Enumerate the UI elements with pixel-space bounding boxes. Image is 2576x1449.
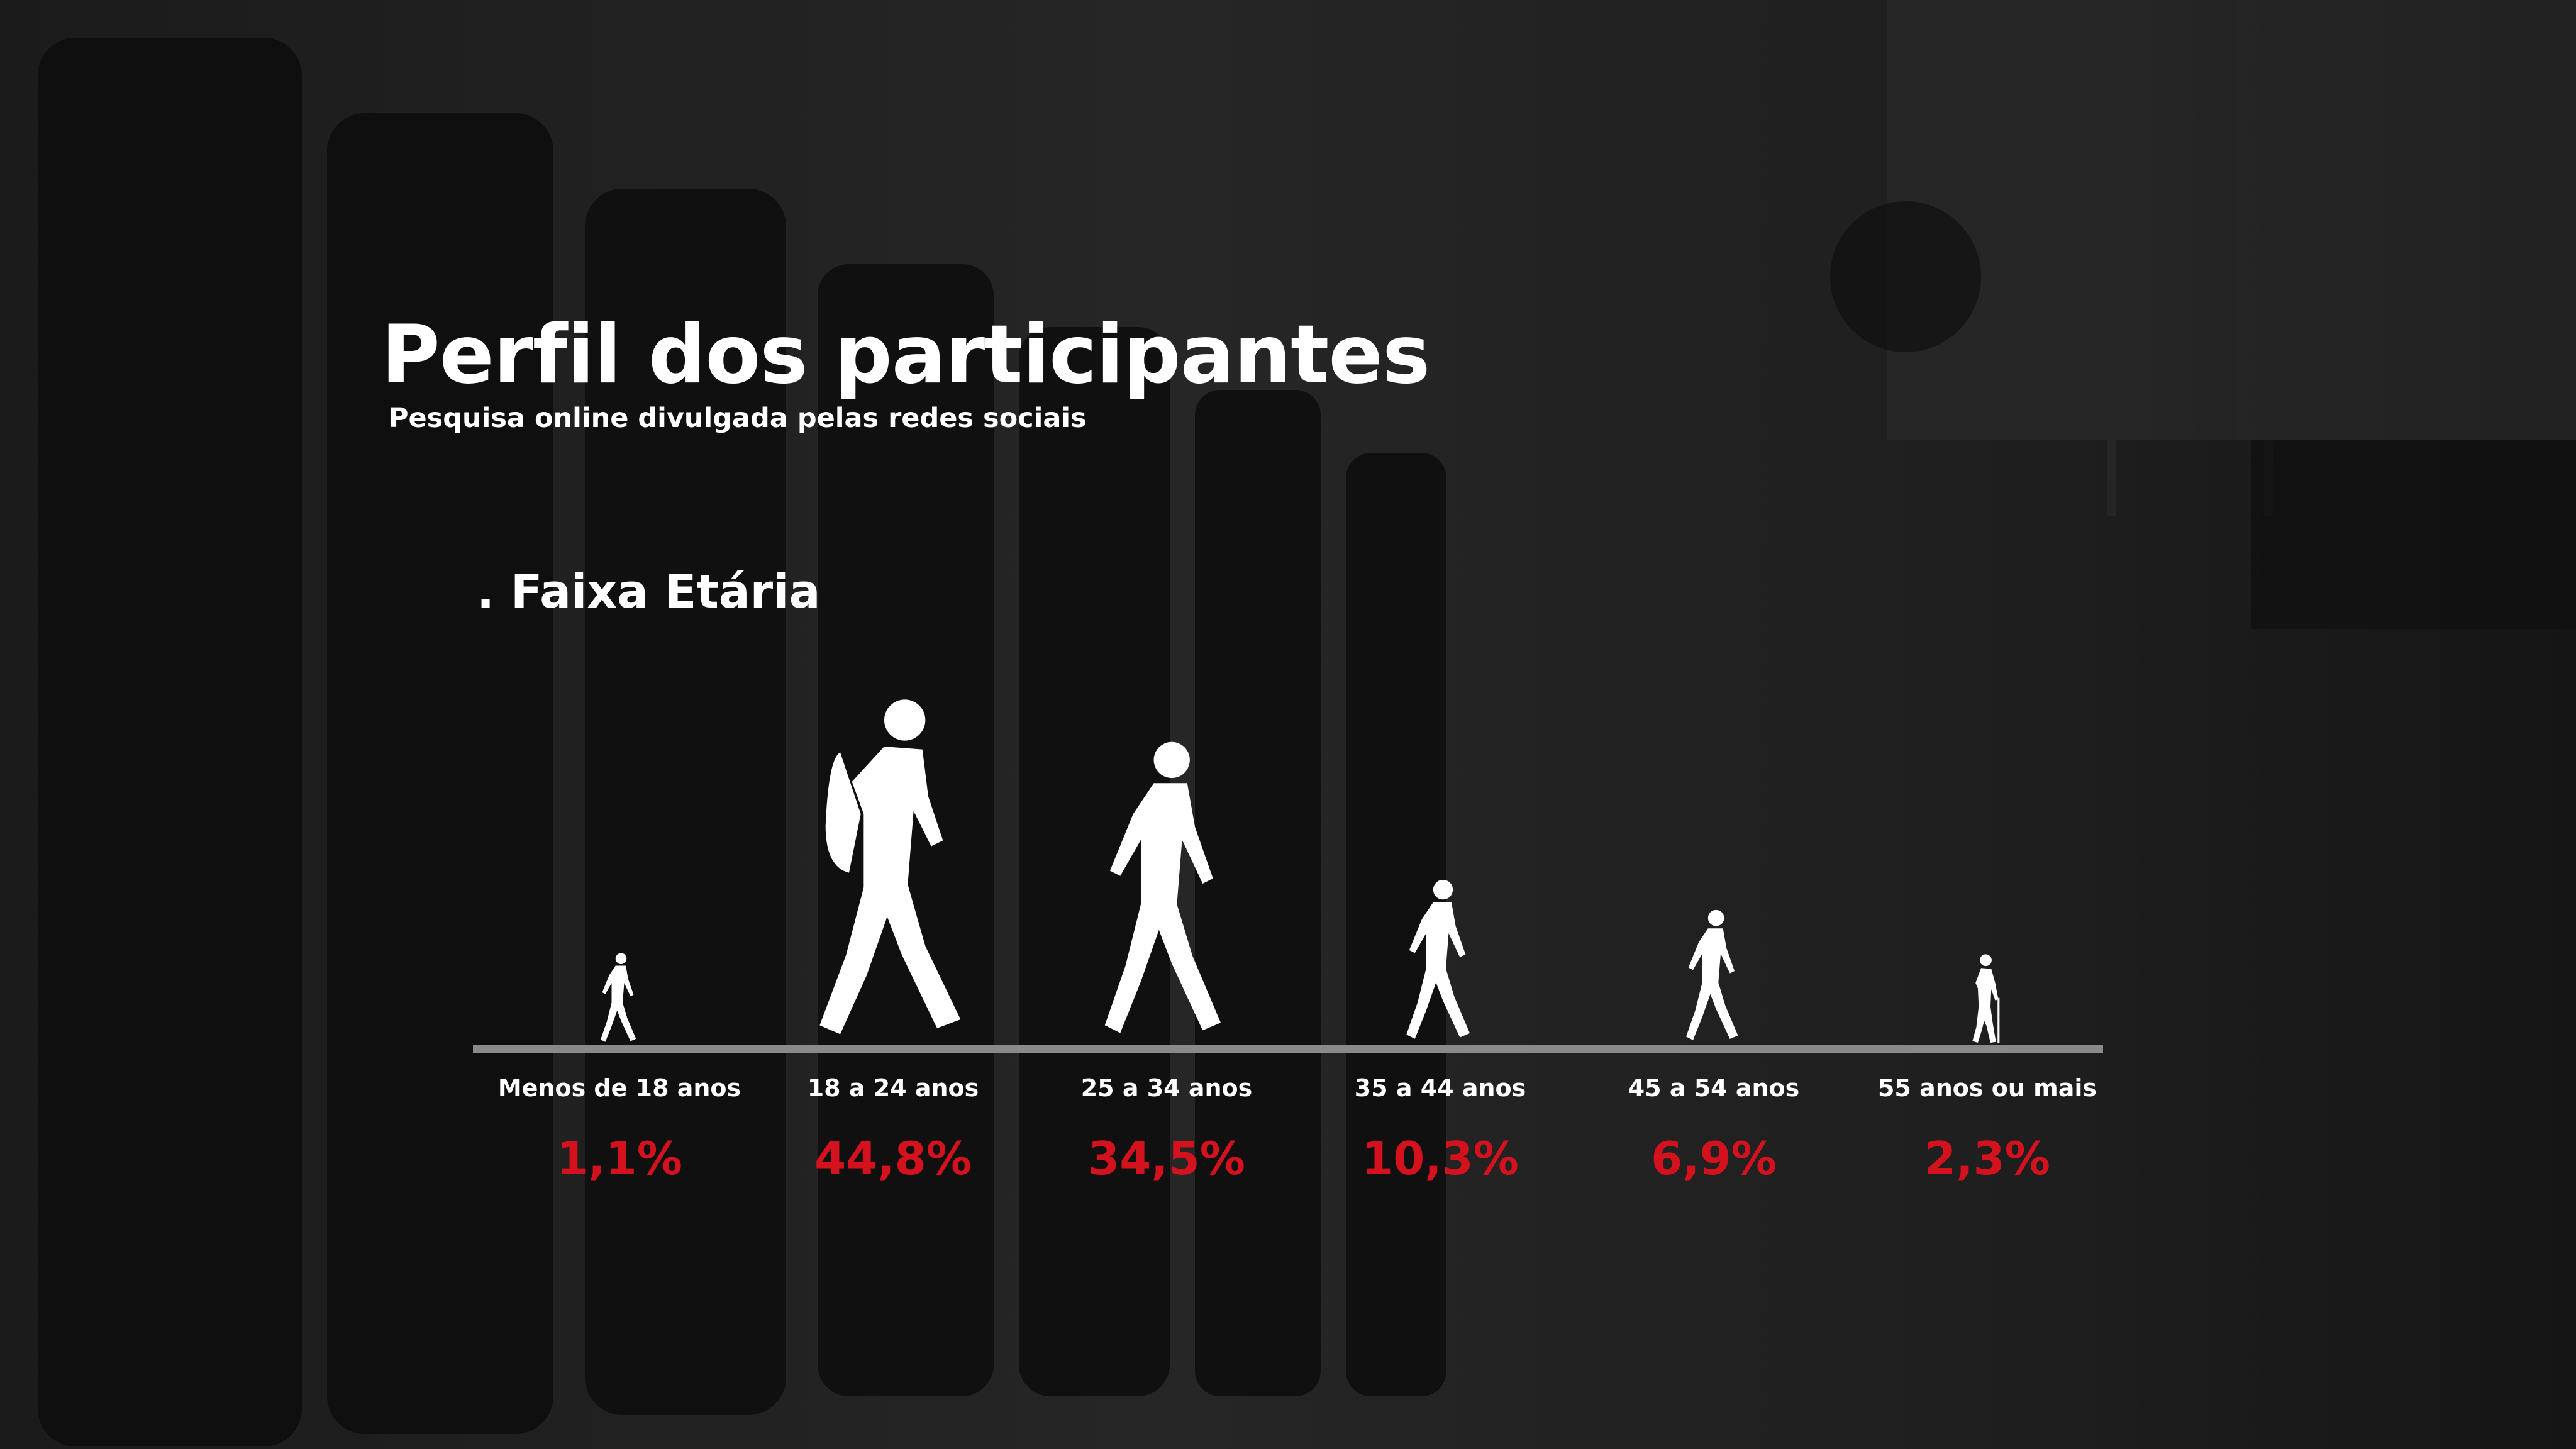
page-title: Perfil dos participantes (381, 308, 1430, 402)
adult-walking-icon (1406, 879, 1470, 1039)
category-label: 35 a 44 anos (1354, 1074, 1526, 1102)
value-label: 2,3% (1924, 1132, 2050, 1185)
chart-baseline (473, 1045, 2103, 1053)
adult-walking-icon (1686, 909, 1738, 1040)
young-person-backpack-icon (819, 699, 961, 1035)
category-label: 25 a 34 anos (1080, 1074, 1253, 1102)
value-label: 34,5% (1088, 1132, 1245, 1185)
category-label: 45 a 54 anos (1628, 1074, 1800, 1102)
adult-walking-icon (1104, 741, 1221, 1033)
child-silhouette-icon (601, 953, 636, 1042)
value-label: 1,1% (557, 1132, 682, 1185)
elderly-cane-icon (1972, 954, 2000, 1043)
page-subtitle: Pesquisa online divulgada pelas redes so… (389, 402, 1087, 434)
category-label: Menos de 18 anos (497, 1074, 741, 1102)
value-label: 6,9% (1651, 1132, 1777, 1185)
category-label: 18 a 24 anos (807, 1074, 979, 1102)
section-heading: . Faixa Etária (477, 565, 821, 619)
value-label: 10,3% (1362, 1132, 1519, 1185)
value-label: 44,8% (814, 1132, 972, 1185)
category-label: 55 anos ou mais (1877, 1074, 2097, 1102)
